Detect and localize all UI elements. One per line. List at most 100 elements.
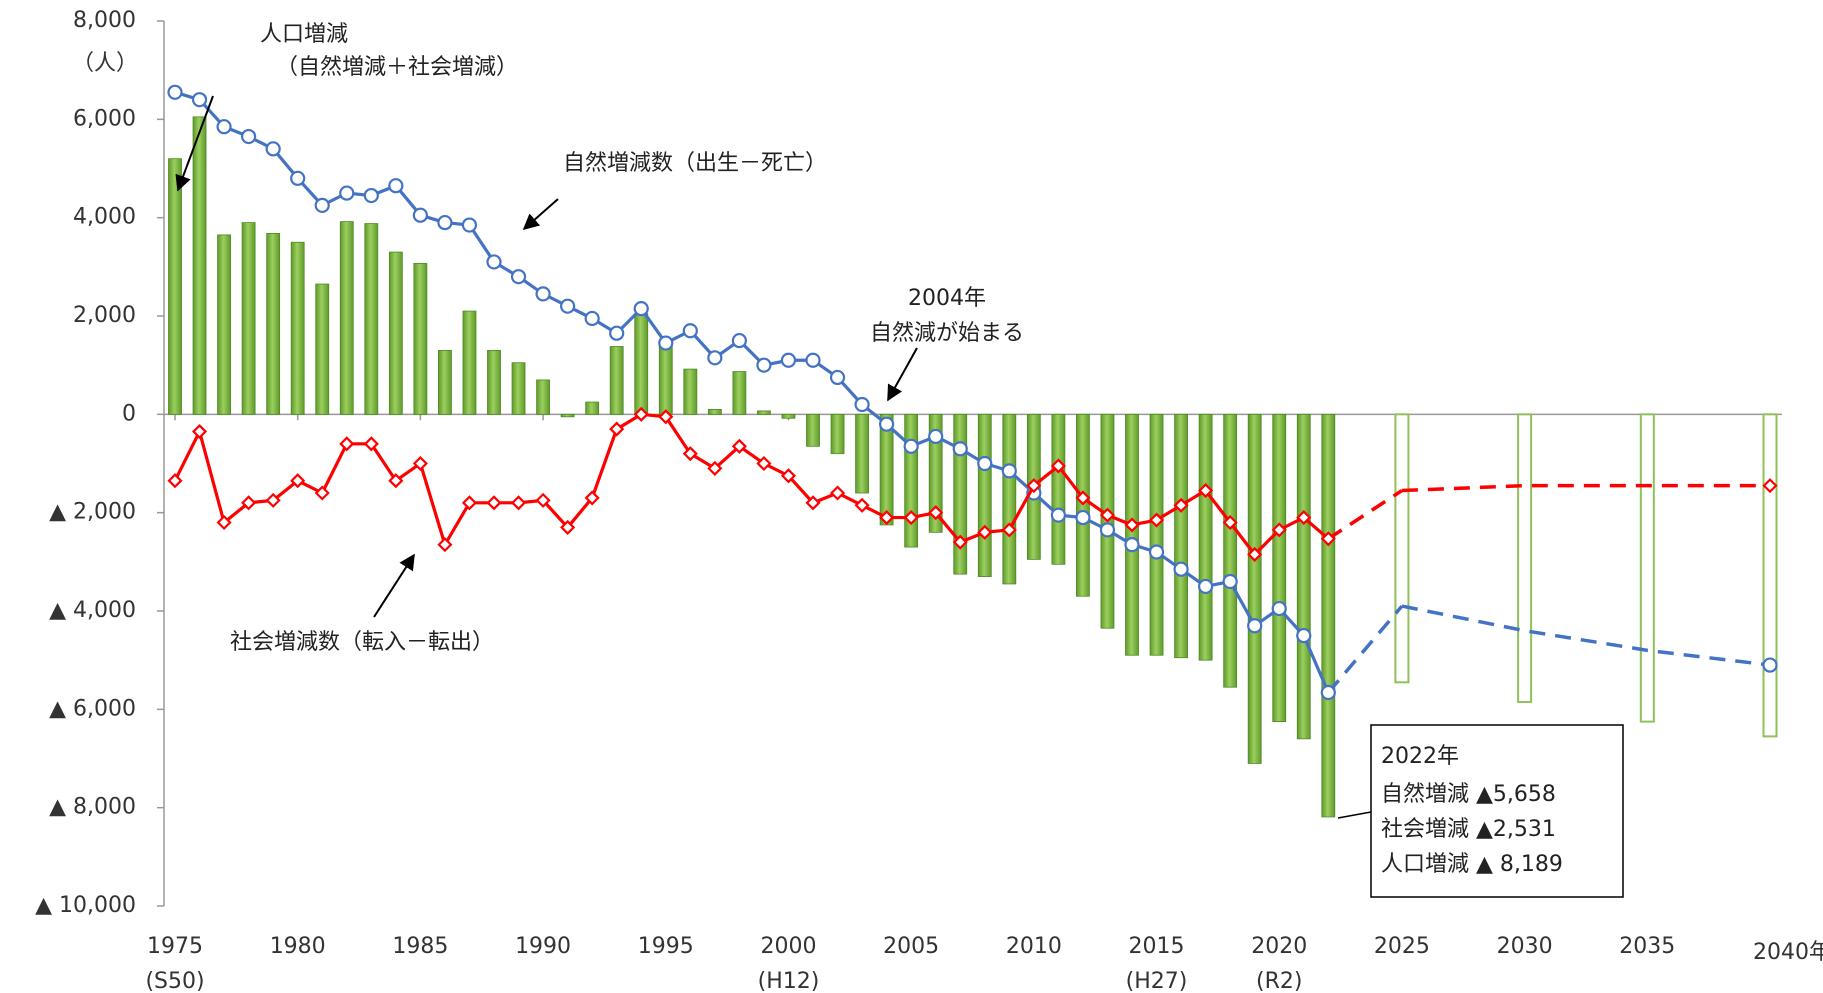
x-tick-label: 1995 xyxy=(638,934,694,959)
bar xyxy=(1223,413,1238,688)
x-tick-label: 2020 xyxy=(1251,934,1307,959)
marker xyxy=(1050,507,1066,523)
marker xyxy=(1026,478,1042,494)
bar xyxy=(1296,413,1311,740)
x-tick-label: 2000 xyxy=(760,934,816,959)
y-tick-label: ▲ 8,000 xyxy=(49,795,136,820)
marker xyxy=(780,468,797,484)
bar xyxy=(732,371,747,415)
bar xyxy=(1321,413,1336,818)
marker xyxy=(1001,463,1017,479)
x-tick-label: 2010 xyxy=(1006,934,1062,959)
marker xyxy=(1762,657,1778,673)
bar xyxy=(266,232,281,415)
marker xyxy=(216,514,232,531)
y-tick-label: 0 xyxy=(122,401,136,426)
marker xyxy=(903,438,919,454)
marker xyxy=(412,455,428,472)
bar xyxy=(904,413,919,548)
marker xyxy=(437,214,453,231)
bar xyxy=(928,413,943,533)
marker xyxy=(1148,512,1165,528)
bar xyxy=(609,346,624,415)
marker xyxy=(486,495,502,511)
bar xyxy=(953,413,968,575)
x-tick-label: 2005 xyxy=(883,934,939,959)
era-label: (R2) xyxy=(1256,969,1302,993)
bar xyxy=(634,313,649,415)
marker xyxy=(560,519,576,535)
y-tick-label: 4,000 xyxy=(73,205,136,230)
arrow xyxy=(522,198,559,231)
bar xyxy=(536,379,550,415)
marker xyxy=(167,473,183,489)
marker xyxy=(1296,627,1312,644)
projection-bar xyxy=(1517,413,1533,703)
x-tick-label: 1975 xyxy=(147,934,203,959)
bar xyxy=(1002,413,1017,585)
marker xyxy=(1762,478,1778,494)
bar xyxy=(438,350,452,415)
x-tick-label: 2035 xyxy=(1619,934,1675,959)
callout-text: 社会増減 ▲2,531 xyxy=(1381,817,1556,842)
y-tick-label: ▲ 10,000 xyxy=(35,893,136,918)
marker xyxy=(1247,618,1263,634)
arrow xyxy=(373,553,415,618)
arrow xyxy=(887,347,918,402)
callout-text: 人口増減 ▲ 8,189 xyxy=(1381,852,1563,877)
marker xyxy=(535,286,551,302)
arrow xyxy=(175,95,214,192)
marker xyxy=(1271,600,1287,617)
marker xyxy=(756,455,772,472)
marker xyxy=(829,369,846,386)
y-tick-label: ▲ 6,000 xyxy=(49,696,136,721)
bar xyxy=(1125,413,1139,656)
marker xyxy=(584,310,600,327)
marker xyxy=(1124,517,1140,533)
x-tick-label: 1985 xyxy=(392,934,448,959)
projection-bar xyxy=(1762,413,1778,738)
bar xyxy=(707,409,722,415)
marker xyxy=(1173,561,1189,577)
marker xyxy=(952,534,968,550)
marker xyxy=(486,254,502,270)
marker xyxy=(191,92,208,108)
marker xyxy=(928,428,944,445)
marker xyxy=(977,524,993,540)
callout-box xyxy=(1370,724,1624,898)
annotation: 自然増減数（出生－死亡） xyxy=(563,151,827,176)
marker xyxy=(290,170,306,186)
y-tick-label: 6,000 xyxy=(73,106,136,131)
bar xyxy=(560,413,575,418)
bar xyxy=(757,410,771,415)
marker xyxy=(854,497,870,513)
bar xyxy=(658,345,673,415)
marker xyxy=(461,495,478,511)
marker xyxy=(1296,510,1312,526)
marker xyxy=(1001,522,1017,538)
x-tick-label: 2025 xyxy=(1374,934,1430,959)
marker xyxy=(1050,458,1066,474)
marker xyxy=(339,185,355,201)
bar xyxy=(364,223,379,415)
marker xyxy=(805,495,821,511)
y-tick-label: ▲ 4,000 xyxy=(49,598,136,623)
bar xyxy=(462,310,477,415)
marker xyxy=(633,301,649,317)
marker xyxy=(633,406,649,422)
marker xyxy=(1271,522,1287,538)
marker xyxy=(707,350,723,366)
marker xyxy=(1099,522,1116,538)
marker xyxy=(756,357,772,373)
bar xyxy=(168,158,182,415)
era-label: (S50) xyxy=(145,969,204,993)
bar xyxy=(830,413,845,455)
marker xyxy=(167,84,183,100)
callout-text: 自然増減 ▲5,658 xyxy=(1381,782,1556,807)
annotation: 社会増減数（転入－転出） xyxy=(230,630,494,655)
bar xyxy=(1149,413,1164,656)
marker xyxy=(388,178,404,194)
bar xyxy=(1174,413,1188,659)
marker xyxy=(879,510,895,526)
marker xyxy=(1075,509,1091,526)
